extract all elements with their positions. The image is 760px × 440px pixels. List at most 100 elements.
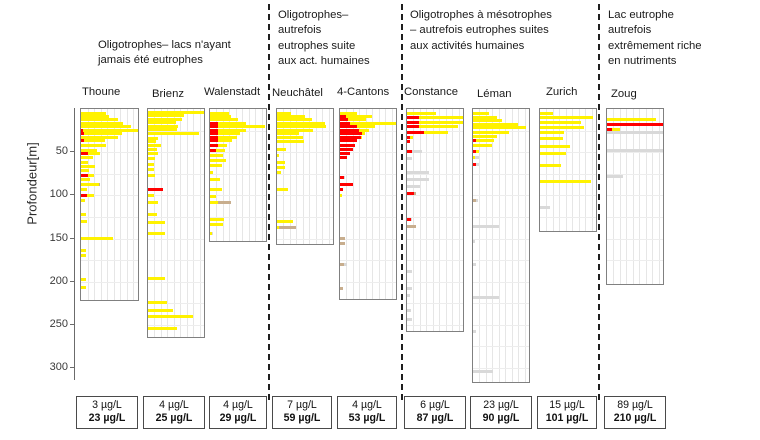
- depth-bar-red: [340, 115, 346, 119]
- grid-line-horizontal: [407, 281, 463, 283]
- group-header-3: Oligotrophes à mésotrophes – autrefois e…: [410, 9, 552, 52]
- grid-line-vertical: [261, 109, 263, 241]
- depth-bar-red: [473, 139, 477, 143]
- grid-line-vertical: [565, 109, 567, 232]
- grid-line-horizontal: [148, 152, 204, 154]
- grid-line-horizontal: [148, 130, 204, 132]
- depth-bar-red: [81, 173, 89, 177]
- grid-line-vertical: [302, 109, 304, 245]
- concentration-top-value: 3 µg/L: [92, 399, 122, 411]
- concentration-box-zoug: 89 µg/L 210 µg/L: [604, 396, 666, 429]
- grid-line-vertical: [645, 109, 647, 284]
- grid-line-vertical: [235, 109, 237, 241]
- grid-line-vertical: [552, 109, 554, 232]
- depth-bar-yellow: [277, 147, 286, 151]
- grid-line-horizontal: [473, 238, 529, 240]
- depth-bar-yellow: [277, 111, 291, 115]
- grid-line-vertical: [107, 109, 109, 301]
- concentration-box-thoune: 3 µg/L 23 µg/L: [76, 396, 138, 429]
- grid-line-horizontal: [148, 216, 204, 218]
- depth-bar-yellow: [540, 137, 564, 141]
- depth-bar-yellow: [340, 193, 343, 197]
- depth-bar-red: [340, 176, 345, 180]
- depth-bar-yellow: [407, 125, 459, 129]
- grid-line-horizontal: [277, 195, 333, 197]
- grid-line-horizontal: [148, 303, 204, 305]
- depth-bar-yellow: [148, 132, 200, 136]
- concentration-bottom-value: 59 µg/L: [283, 412, 321, 425]
- depth-bar-yellow: [81, 169, 89, 173]
- concentration-top-value: 23 µg/L: [483, 399, 519, 411]
- grid-line-horizontal: [277, 238, 333, 240]
- concentration-bottom-value: 53 µg/L: [348, 412, 386, 425]
- depth-bar-grey: [473, 240, 476, 244]
- grid-line-vertical: [652, 109, 654, 284]
- depth-bar-grey: [407, 269, 413, 273]
- grid-line-vertical: [283, 109, 285, 245]
- depth-bar-yellow: [81, 286, 86, 290]
- depth-bar-yellow: [148, 167, 154, 171]
- grid-line-vertical: [242, 109, 244, 241]
- depth-bar-red: [407, 150, 412, 154]
- depth-bar-yellow: [473, 126, 527, 130]
- depth-bar-tan: [340, 236, 346, 240]
- depth-bar-yellow: [277, 219, 294, 223]
- depth-bar-grey: [473, 369, 493, 373]
- grid-line-horizontal: [607, 130, 663, 132]
- grid-line-vertical: [199, 109, 201, 337]
- grid-line-vertical: [87, 109, 89, 301]
- depth-bar-red: [340, 183, 353, 187]
- depth-bar-yellow: [473, 112, 490, 116]
- depth-bar-red: [148, 188, 164, 192]
- grid-line-horizontal: [81, 260, 138, 262]
- depth-bar-grey: [407, 309, 412, 313]
- depth-bar-red: [210, 143, 218, 147]
- concentration-top-value: 4 µg/L: [352, 399, 382, 411]
- depth-bar-yellow: [540, 145, 571, 149]
- depth-bar-yellow: [81, 278, 86, 282]
- depth-bar-tan: [277, 226, 296, 230]
- grid-line-vertical: [193, 109, 195, 337]
- grid-line-horizontal: [148, 281, 204, 283]
- grid-line-horizontal: [407, 303, 463, 305]
- depth-bar-red: [340, 156, 347, 160]
- grid-line-vertical: [100, 109, 102, 301]
- grid-line-vertical: [626, 109, 628, 284]
- grid-line-vertical: [546, 109, 548, 232]
- depth-bar-yellow: [148, 121, 176, 125]
- depth-bar-yellow: [148, 300, 168, 304]
- depth-bar-red: [340, 139, 358, 143]
- depth-bar-yellow: [540, 131, 565, 135]
- grid-line-vertical: [511, 109, 513, 382]
- concentration-box-brienz: 4 µg/L 25 µg/L: [143, 396, 205, 429]
- depth-bar-tan: [407, 224, 417, 228]
- depth-bar-grey: [473, 224, 499, 228]
- concentration-top-value: 15 µg/L: [549, 399, 585, 411]
- depth-bar-red: [407, 140, 410, 144]
- grid-line-horizontal: [340, 238, 396, 240]
- concentration-bottom-value: 101 µg/L: [545, 412, 589, 425]
- grid-line-vertical: [432, 109, 434, 331]
- grid-line-vertical: [365, 109, 367, 299]
- y-axis-tick-label: 150: [49, 231, 68, 244]
- depth-bar-yellow: [277, 115, 305, 119]
- grid-line-vertical: [419, 109, 421, 331]
- grid-line-horizontal: [473, 195, 529, 197]
- grid-line-horizontal: [607, 152, 663, 154]
- depth-bar-yellow: [407, 115, 463, 119]
- grid-line-horizontal: [473, 216, 529, 218]
- depth-bar-grey: [407, 293, 411, 297]
- grid-line-vertical: [658, 109, 660, 284]
- grid-line-horizontal: [473, 324, 529, 326]
- depth-bar-yellow: [81, 194, 94, 198]
- grid-line-horizontal: [340, 281, 396, 283]
- panel-title-brienz: Brienz: [152, 88, 185, 100]
- grid-line-vertical: [439, 109, 441, 331]
- grid-line-vertical: [639, 109, 641, 284]
- depth-bar-red: [340, 147, 353, 151]
- lake-panel-zurich: [539, 108, 597, 233]
- grid-line-vertical: [359, 109, 361, 299]
- depth-bar-yellow: [210, 231, 213, 235]
- depth-bar-red: [210, 132, 218, 136]
- grid-line-horizontal: [407, 173, 463, 175]
